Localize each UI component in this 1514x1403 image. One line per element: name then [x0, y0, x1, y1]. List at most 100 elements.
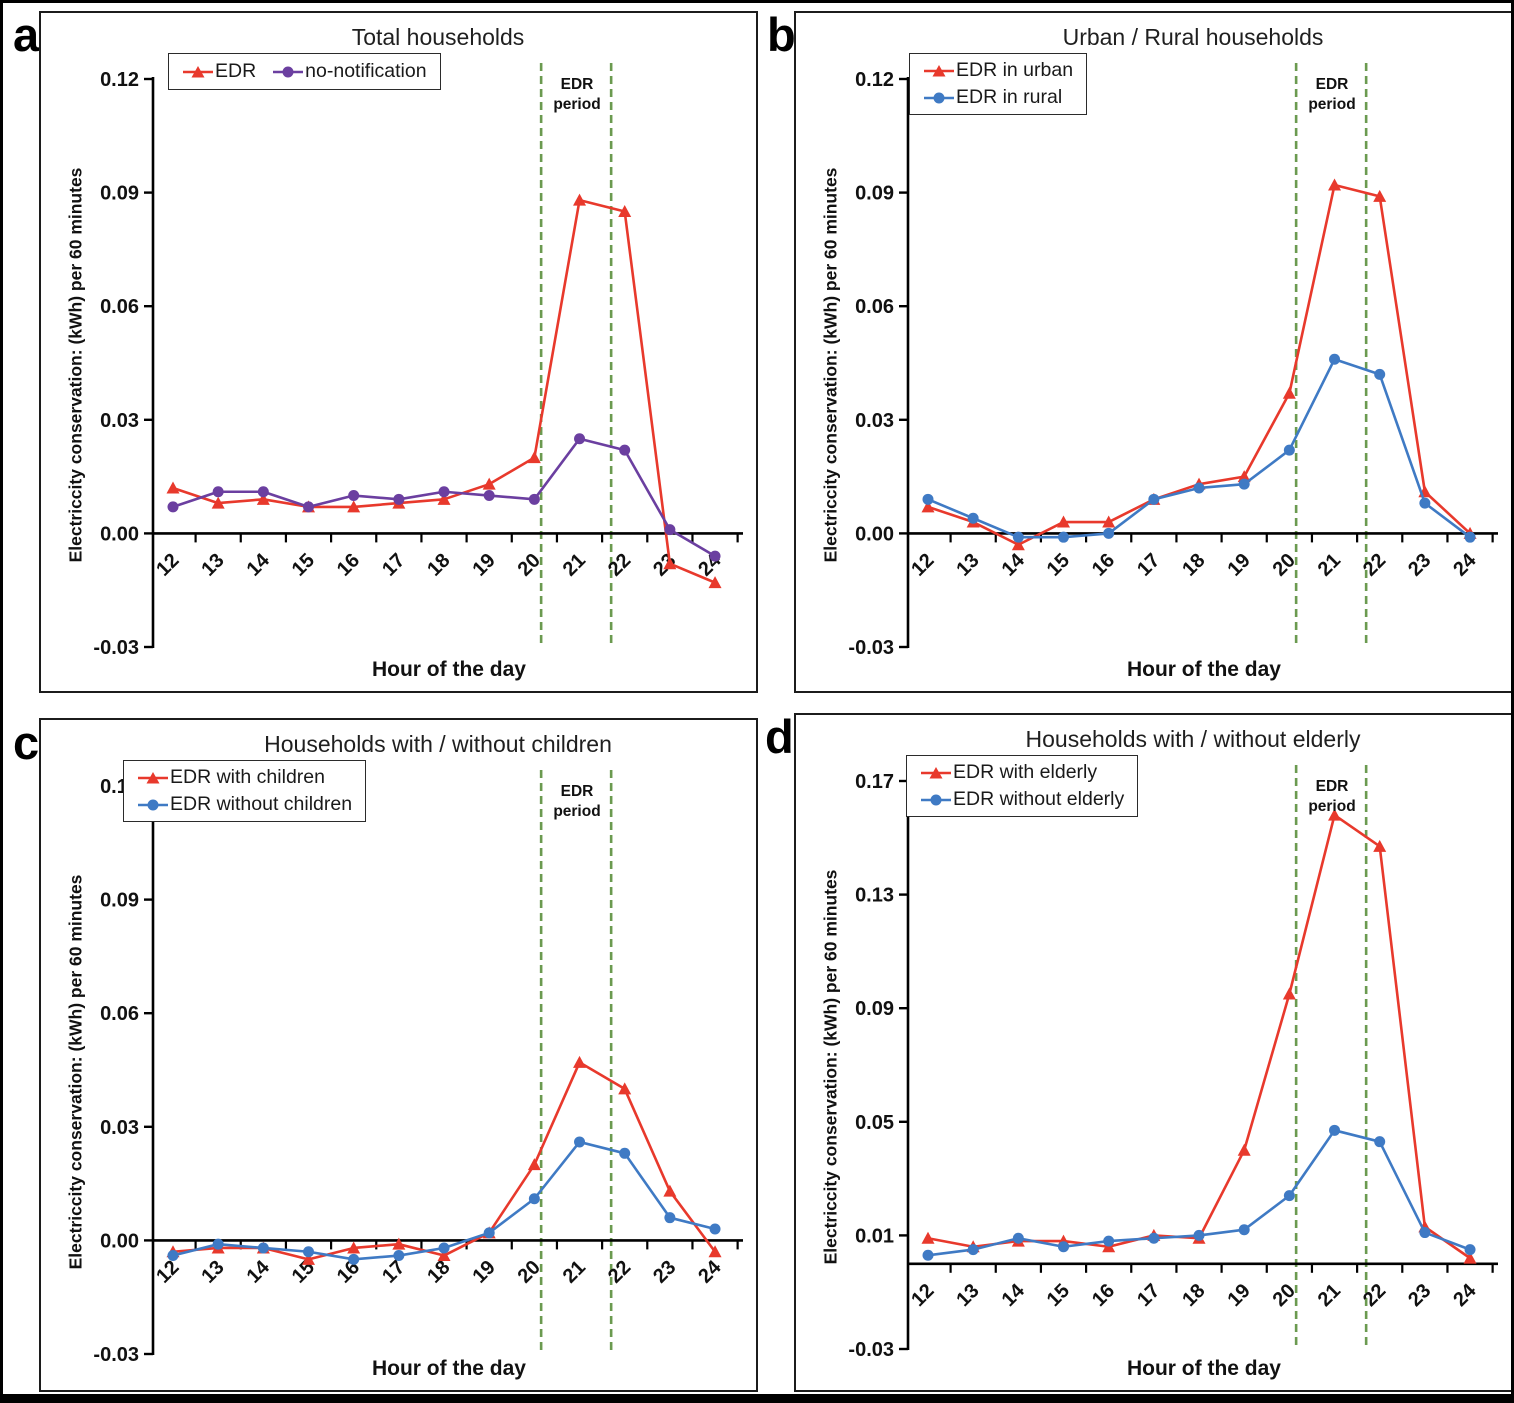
edr-period-annotation: EDR period [1308, 75, 1355, 115]
panel-elderly: 0.17 0.13 0.09 0.05 0.01 -0.03 12 13 14 15 16 17 18 1… [794, 713, 1511, 1392]
legend-item: EDR in urban [923, 59, 1073, 82]
data-point-marker [1012, 1232, 1024, 1244]
x-axis-title: Hour of the day [1126, 658, 1281, 681]
x-axis-title: Hour of the day [371, 1357, 526, 1380]
data-point-marker [1148, 1232, 1160, 1244]
data-point-marker [347, 500, 361, 513]
data-point-marker [619, 444, 631, 456]
panel-letter-a: a [13, 8, 40, 61]
data-point-marker [303, 501, 315, 513]
x-tick-label: 14 [243, 549, 275, 581]
data-point-marker [437, 1249, 451, 1262]
legend: EDR with elderly EDR without elderly [906, 755, 1139, 817]
edr-period-annotation: EDR period [553, 782, 600, 822]
data-point-marker [709, 1223, 721, 1235]
data-point-marker [257, 1242, 269, 1254]
data-point-marker [1058, 1241, 1070, 1253]
data-point-marker [438, 1242, 450, 1254]
x-tick-label: 23 [1404, 1280, 1435, 1311]
y-tick-label: 0.03 [100, 410, 139, 432]
data-point-marker [1237, 1143, 1251, 1156]
y-tick-label: 0.17 [855, 771, 894, 793]
figure-bottom-rule [3, 1394, 1511, 1400]
legend-item: EDR with children [137, 766, 352, 789]
x-tick-label: 17 [378, 549, 409, 580]
triangle-marker-icon [921, 766, 951, 778]
data-point-marker [303, 1246, 315, 1258]
y-tick-label: 0.03 [855, 410, 894, 432]
y-tick-label: 0.06 [100, 296, 139, 318]
edr-period-line2: period [1308, 798, 1356, 816]
data-point-marker [167, 501, 179, 513]
legend-item: EDR without children [137, 793, 352, 816]
x-tick-label: 24 [694, 1256, 726, 1288]
data-point-marker [1283, 444, 1295, 456]
legend-label: EDR with elderly [953, 761, 1098, 783]
y-tick-label: 0.03 [100, 1117, 139, 1139]
x-tick-label: 23 [649, 1256, 680, 1287]
x-axis-title: Hour of the day [371, 658, 526, 681]
edr-period-annotation: EDR period [1308, 777, 1355, 817]
data-point-marker [574, 433, 586, 445]
data-point-marker [302, 1252, 316, 1265]
legend-item: EDR with elderly [920, 761, 1124, 784]
y-tick-label: 0.13 [855, 885, 894, 907]
data-point-marker [573, 193, 587, 206]
data-point-marker [211, 496, 225, 509]
data-point-marker [708, 1245, 722, 1258]
triangle-marker-icon [183, 65, 213, 77]
data-point-marker [393, 1250, 405, 1262]
x-tick-label: 12 [907, 549, 938, 580]
data-point-marker [1237, 470, 1251, 483]
x-tick-label: 21 [559, 549, 590, 580]
y-tick-label: 0.05 [855, 1112, 894, 1134]
data-point-marker [921, 1231, 935, 1244]
x-tick-label: 13 [952, 1280, 983, 1311]
legend-label: EDR without elderly [953, 788, 1125, 810]
chart-title: Urban / Rural households [1062, 24, 1324, 50]
x-tick-label: 24 [1449, 1279, 1481, 1311]
data-point-marker [1419, 497, 1431, 509]
data-point-marker [922, 1249, 934, 1261]
data-point-marker [256, 492, 270, 505]
panel-children: 0.12 0.09 0.06 0.03 0.00 -0.03 12 13 14 15 16 17 18 1… [39, 718, 758, 1392]
x-tick-label: 17 [378, 1256, 409, 1287]
data-point-marker [1102, 515, 1116, 528]
x-tick-label: 22 [1359, 549, 1390, 580]
data-point-marker [1283, 1190, 1295, 1202]
legend-item: EDR in rural [923, 86, 1073, 109]
panel-total-households: 0.12 0.09 0.06 0.03 0.00 -0.03 12 13 14 15 16 17 18 1… [39, 11, 758, 693]
data-point-marker [967, 1244, 979, 1256]
data-point-marker [1238, 1224, 1250, 1236]
circle-marker-icon [138, 799, 168, 810]
data-point-marker [393, 493, 405, 505]
data-point-marker [663, 557, 677, 570]
x-tick-label: 23 [1404, 549, 1435, 580]
y-tick-label: 0.09 [100, 183, 139, 205]
x-tick-label: 14 [998, 1279, 1030, 1311]
circle-marker-icon [921, 794, 951, 805]
x-tick-label: 16 [1088, 1280, 1119, 1311]
y-tick-label: 0.09 [855, 998, 894, 1020]
x-tick-label: 21 [559, 1256, 590, 1287]
data-point-marker [708, 576, 722, 589]
data-point-marker [1282, 386, 1296, 399]
edr-period-line2: period [553, 96, 601, 114]
legend-item: EDR [182, 60, 256, 83]
legend: EDR with children EDR without children [123, 760, 367, 822]
data-point-marker [1464, 531, 1476, 543]
x-tick-label: 21 [1314, 1280, 1345, 1311]
data-point-marker [483, 490, 495, 502]
edr-period-line1: EDR [560, 76, 594, 93]
y-tick-label: 0.09 [100, 890, 139, 912]
data-point-marker [664, 1212, 676, 1224]
circle-marker-icon [924, 92, 954, 103]
x-tick-label: 20 [1269, 1280, 1300, 1311]
x-tick-label: 19 [1223, 549, 1254, 580]
y-tick-label: 0.01 [855, 1225, 894, 1247]
x-tick-label: 19 [468, 1256, 499, 1287]
edr-period-line2: period [553, 803, 601, 821]
y-tick-label: 0.12 [100, 69, 139, 91]
